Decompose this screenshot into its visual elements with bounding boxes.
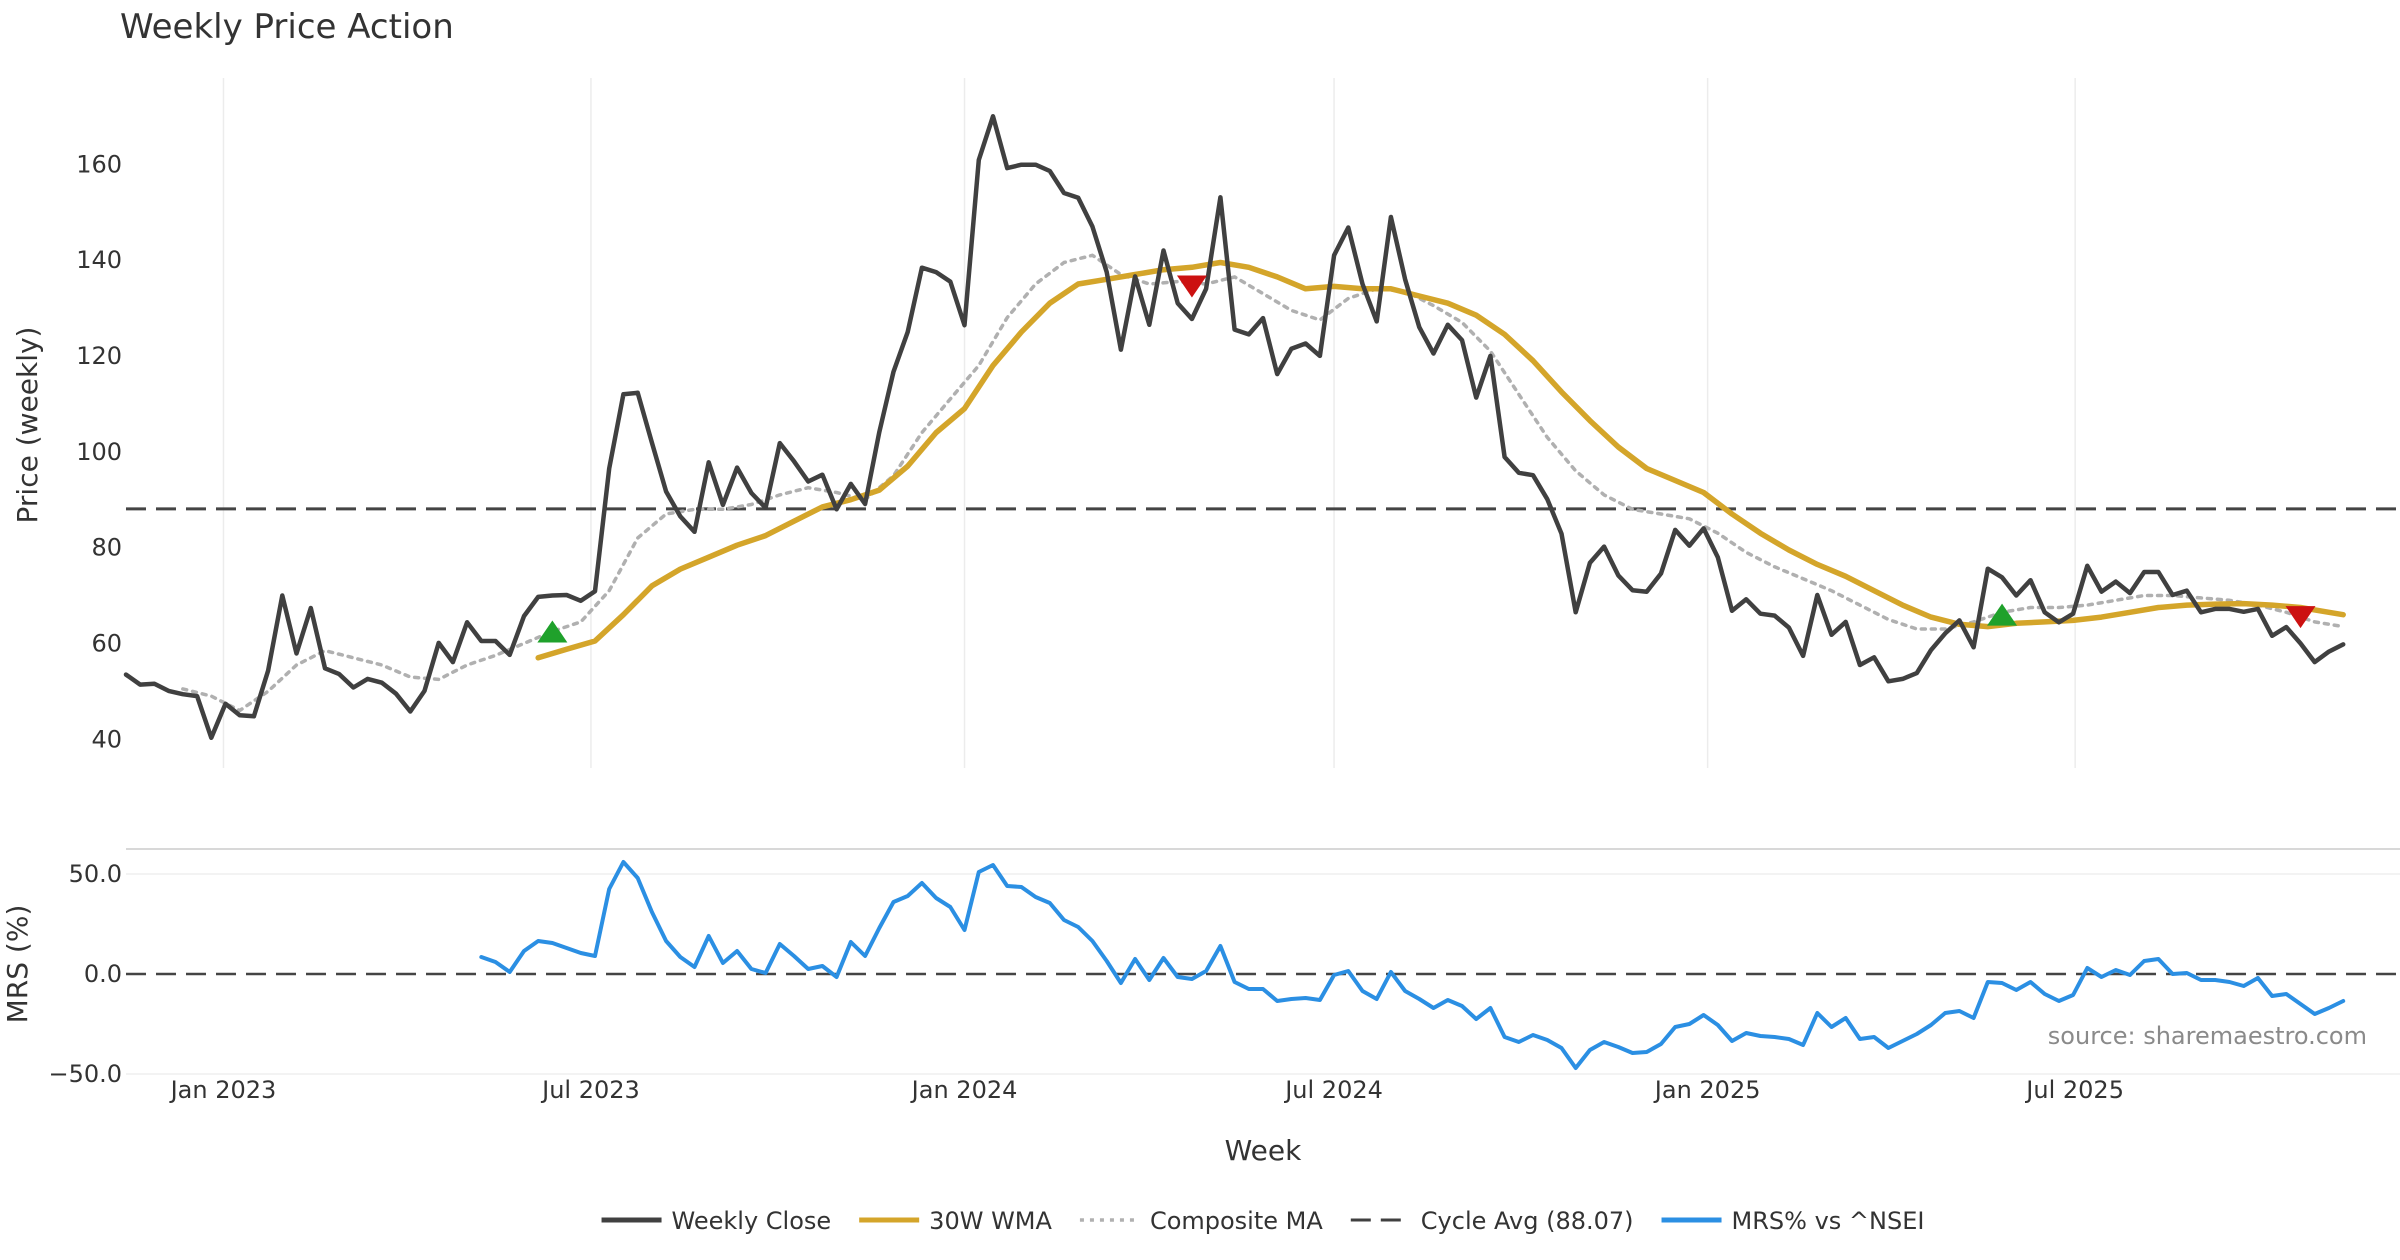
legend: Weekly Close 30W WMA Composite MA Cycle Avg… bbox=[601, 1207, 1925, 1235]
price-y-tick-label: 120 bbox=[76, 342, 122, 370]
x-tick-label: Jul 2023 bbox=[540, 1076, 640, 1104]
weekly-close-line bbox=[123, 114, 2346, 741]
sell-signal-marker bbox=[2285, 606, 2316, 629]
price-y-tick-label: 140 bbox=[76, 246, 122, 274]
composite-ma-line bbox=[181, 253, 2345, 713]
buy-signal-marker bbox=[537, 620, 568, 643]
mrs-line bbox=[479, 860, 2346, 1070]
x-tick-label: Jan 2023 bbox=[169, 1076, 277, 1104]
mrs-panel-gridlines bbox=[126, 873, 2400, 1075]
price-series-group bbox=[123, 114, 2346, 741]
x-tick-label: Jan 2024 bbox=[910, 1076, 1018, 1104]
mrs-y-tick-label: 50.0 bbox=[69, 860, 122, 888]
mrs-series-group bbox=[479, 860, 2346, 1070]
price-panel-gridlines bbox=[222, 78, 2076, 768]
legend-label-cycle-avg-88-07: Cycle Avg (88.07) bbox=[1421, 1207, 1634, 1235]
mrs-y-axis-label: MRS (%) bbox=[1, 905, 34, 1024]
legend-label-weekly-close: Weekly Close bbox=[672, 1207, 832, 1235]
x-tick-label: Jul 2024 bbox=[1283, 1076, 1383, 1104]
source-annotation: source: sharemaestro.com bbox=[2048, 1022, 2367, 1050]
chart-title: Weekly Price Action bbox=[120, 7, 454, 47]
legend-label-30w-wma: 30W WMA bbox=[929, 1207, 1052, 1235]
x-tick-label: Jan 2025 bbox=[1653, 1076, 1761, 1104]
mrs-y-tick-label: −50.0 bbox=[48, 1060, 122, 1088]
price-y-tick-label: 40 bbox=[91, 725, 122, 753]
legend-label-mrs-vs-nsei: MRS% vs ^NSEI bbox=[1732, 1207, 1925, 1235]
mrs-y-ticks: 50.0 0.0 −50.0 bbox=[48, 860, 122, 1088]
legend-label-composite-ma: Composite MA bbox=[1150, 1207, 1323, 1235]
signal-markers-group bbox=[537, 275, 2316, 643]
buy-signal-marker bbox=[1987, 603, 2018, 626]
price-y-tick-label: 60 bbox=[91, 629, 122, 657]
price-y-ticks: 40 60 80 100 120 140 160 bbox=[76, 150, 122, 753]
mrs-y-tick-label: 0.0 bbox=[84, 960, 122, 988]
price-y-tick-label: 100 bbox=[76, 438, 122, 466]
x-ticks: Jan 2023 Jul 2023 Jan 2024 Jul 2024 Jan 2025… bbox=[169, 1076, 2124, 1104]
price-y-tick-label: 80 bbox=[91, 534, 122, 562]
sell-signal-marker bbox=[1176, 275, 1207, 298]
price-y-tick-label: 160 bbox=[76, 150, 122, 178]
x-axis-label: Week bbox=[1225, 1134, 1302, 1167]
price-y-axis-label: Price (weekly) bbox=[11, 327, 44, 524]
x-tick-label: Jul 2025 bbox=[2024, 1076, 2124, 1104]
